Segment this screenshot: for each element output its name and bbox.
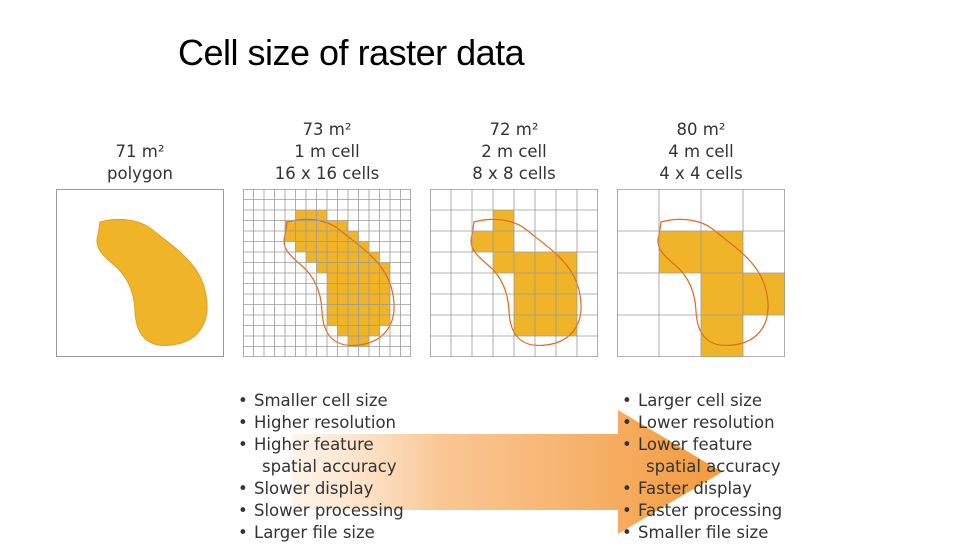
bullet-list-smaller-cells: • Smaller cell size • Higher resolution • H… <box>238 390 404 544</box>
caption-line: 4 x 4 cells <box>659 164 743 183</box>
list-item: • Lower resolution <box>622 413 775 432</box>
caption-line: 16 x 16 cells <box>274 164 380 183</box>
list-item: • Higher resolution <box>238 413 397 432</box>
grid-lines <box>243 189 411 357</box>
bullet-glyph: • <box>238 523 248 542</box>
list-item: • Slower display <box>238 479 374 498</box>
list-item-continuation: spatial accuracy <box>646 457 781 476</box>
bullet-glyph: • <box>622 391 632 410</box>
panel-caption-2m: 72 m² 2 m cell 8 x 8 cells <box>429 119 599 185</box>
bullet-glyph: • <box>622 523 632 542</box>
panel-caption-1m: 73 m² 1 m cell 16 x 16 cells <box>242 119 412 185</box>
panel-polygon <box>56 189 224 357</box>
caption-line: 80 m² <box>676 120 726 139</box>
panel-raster-4m <box>617 189 785 357</box>
list-item-continuation: spatial accuracy <box>262 457 397 476</box>
list-item: • Larger file size <box>238 523 375 542</box>
caption-line: 72 m² <box>489 120 539 139</box>
caption-line: 8 x 8 cells <box>472 164 556 183</box>
bullet-glyph: • <box>238 391 248 410</box>
panel-raster-2m <box>430 189 598 357</box>
grid-lines <box>430 189 598 357</box>
list-item: • Smaller file size <box>622 523 769 542</box>
caption-line: 73 m² <box>302 120 352 139</box>
arrow-shape <box>292 410 722 534</box>
bullet-list-larger-cells: • Larger cell size • Lower resolution • Low… <box>622 390 782 544</box>
caption-line: 2 m cell <box>481 142 547 161</box>
caption-line: 1 m cell <box>294 142 360 161</box>
list-item: • Smaller cell size <box>238 391 388 410</box>
list-item: • Faster display <box>622 479 752 498</box>
panel-raster-1m <box>243 189 411 357</box>
bullet-glyph: • <box>622 435 632 454</box>
panel-caption-4m: 80 m² 4 m cell 4 x 4 cells <box>616 119 786 185</box>
polygon-shape <box>96 218 208 346</box>
bullet-glyph: • <box>238 413 248 432</box>
grid-lines <box>617 189 785 357</box>
slide-title: Cell size of raster data <box>178 32 525 73</box>
list-item: • Faster processing <box>622 501 783 520</box>
bullet-glyph: • <box>238 435 248 454</box>
caption-line: 4 m cell <box>668 142 734 161</box>
caption-line: 71 m² <box>115 142 165 161</box>
list-item: • Slower processing <box>238 501 404 520</box>
bullet-glyph: • <box>622 501 632 520</box>
bullet-glyph: • <box>622 413 632 432</box>
list-item: • Lower feature <box>622 435 753 454</box>
bullet-glyph: • <box>238 501 248 520</box>
bullet-glyph: • <box>622 479 632 498</box>
list-item: • Larger cell size <box>622 391 763 410</box>
bullet-glyph: • <box>238 479 248 498</box>
panel-caption-polygon: 71 m² polygon <box>55 141 225 185</box>
caption-line: polygon <box>107 164 173 183</box>
list-item: • Higher feature <box>238 435 374 454</box>
